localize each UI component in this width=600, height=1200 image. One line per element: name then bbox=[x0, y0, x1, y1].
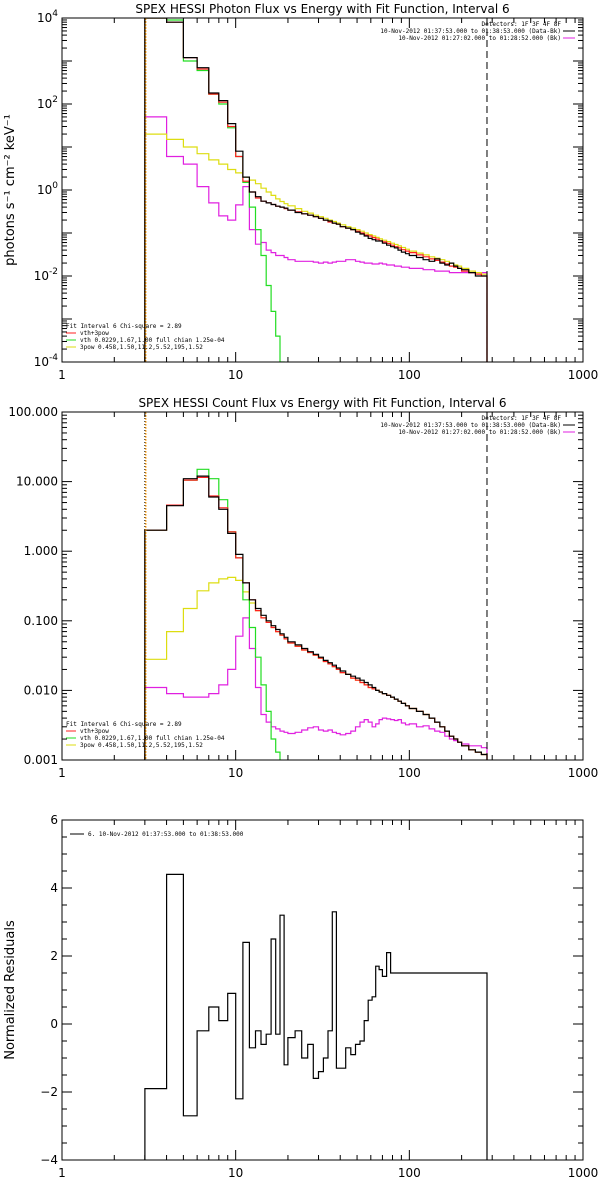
legend-entry: 3pow 0.458,1.50,11.2,5.52,195,1.52 bbox=[80, 742, 203, 749]
y-tick-label: 104 bbox=[37, 9, 58, 25]
legend-entry: vth+3pow bbox=[80, 330, 109, 337]
series-line-data bbox=[144, 475, 488, 760]
series-line-vth bbox=[144, 18, 285, 362]
y-tick-label: 1.000 bbox=[24, 544, 58, 558]
fit-interval-label: Fit Interval 6 Chi-square = 2.89 bbox=[66, 721, 182, 728]
chart-panel-3: 1 10 100 1000 −4 −2 0 2 4 6 Normalized Residuals 6.… bbox=[3, 813, 598, 1180]
y-tick-label: 2 bbox=[50, 949, 58, 963]
y-tick-label: 100 bbox=[37, 181, 58, 197]
chart-title: SPEX HESSI Photon Flux vs Energy with Fi… bbox=[135, 2, 509, 16]
y-tick-label: 0.001 bbox=[24, 753, 58, 767]
x-tick-label: 1 bbox=[58, 368, 66, 382]
y-tick-label: −2 bbox=[40, 1085, 58, 1099]
chart-panel-1: SPEX HESSI Photon Flux vs Energy with Fi… bbox=[3, 2, 599, 382]
chart-title: SPEX HESSI Count Flux vs Energy with Fit… bbox=[138, 396, 506, 410]
detectors-label: Detectors: 1F 3F 4F 8F bbox=[482, 21, 562, 28]
series-line-3pow bbox=[144, 576, 488, 760]
y-tick-label: 102 bbox=[37, 95, 58, 111]
series-line-background bbox=[144, 617, 488, 760]
plot-frame bbox=[61, 17, 584, 363]
series-group bbox=[144, 873, 488, 1160]
legend-bk-interval: 10-Nov-2012 01:27:02.000 to 01:28:52.000… bbox=[398, 35, 561, 42]
y-tick-label: 10-4 bbox=[34, 353, 59, 369]
y-tick-label: 0.010 bbox=[24, 683, 58, 697]
series-line-vth-3pow bbox=[144, 476, 488, 760]
detectors-label: Detectors: 1F 3F 4F 8F bbox=[482, 415, 562, 422]
series-line-vth bbox=[144, 468, 281, 760]
series-group bbox=[144, 468, 488, 760]
legend-entry: 3pow 0.458,1.50,11.2,5.52,195,1.52 bbox=[80, 344, 203, 351]
plot-frame bbox=[61, 819, 584, 1161]
y-axis-label: Normalized Residuals bbox=[3, 920, 18, 1060]
x-tick-label: 100 bbox=[398, 1166, 421, 1180]
x-tick-label: 10 bbox=[228, 766, 243, 780]
x-tick-label: 100 bbox=[398, 368, 421, 382]
series-group bbox=[144, 18, 488, 362]
chart-panel-2: SPEX HESSI Count Flux vs Energy with Fit… bbox=[8, 396, 599, 780]
y-axis-label: photons s⁻¹ cm⁻² keV⁻¹ bbox=[3, 114, 18, 266]
legend-bk-interval: 10-Nov-2012 01:27:02.000 to 01:28:52.000… bbox=[398, 429, 561, 436]
legend-entry: vth 0.0229,1.67,1.00 full chian 1.25e-04 bbox=[80, 735, 225, 742]
y-tick-label: 0.100 bbox=[24, 614, 58, 628]
y-tick-label: 4 bbox=[50, 881, 58, 895]
legend-entry: vth 0.0229,1.67,1.00 full chian 1.25e-04 bbox=[80, 337, 225, 344]
y-tick-label: 0 bbox=[50, 1017, 58, 1031]
x-tick-label: 1000 bbox=[568, 766, 599, 780]
x-tick-label: 1 bbox=[58, 1166, 66, 1180]
y-tick-label: 10.000 bbox=[16, 475, 58, 489]
plot-frame bbox=[61, 411, 584, 761]
legend-data-interval: 10-Nov-2012 01:37:53.000 to 01:38:53.000… bbox=[380, 422, 561, 429]
x-tick-label: 1 bbox=[58, 766, 66, 780]
x-tick-label: 1000 bbox=[568, 1166, 599, 1180]
y-tick-label: 100.000 bbox=[8, 405, 58, 419]
series-line-residuals bbox=[144, 873, 488, 1160]
y-tick-label: 6 bbox=[50, 813, 58, 827]
series-line-data bbox=[144, 18, 488, 362]
y-tick-label: 10-2 bbox=[34, 267, 58, 283]
x-tick-label: 100 bbox=[398, 766, 421, 780]
fit-interval-label: Fit Interval 6 Chi-square = 2.89 bbox=[66, 323, 182, 330]
y-tick-label: −4 bbox=[40, 1153, 58, 1167]
x-tick-label: 1000 bbox=[568, 368, 599, 382]
series-line-3pow bbox=[144, 133, 488, 362]
legend-entry: vth+3pow bbox=[80, 728, 109, 735]
series-line-background bbox=[144, 116, 488, 362]
x-tick-label: 10 bbox=[228, 1166, 243, 1180]
x-tick-label: 10 bbox=[228, 368, 243, 382]
residual-interval-label: 6. 10-Nov-2012 01:37:53.000 to 01:38:53.… bbox=[88, 831, 244, 838]
legend-data-interval: 10-Nov-2012 01:37:53.000 to 01:38:53.000… bbox=[380, 28, 561, 35]
